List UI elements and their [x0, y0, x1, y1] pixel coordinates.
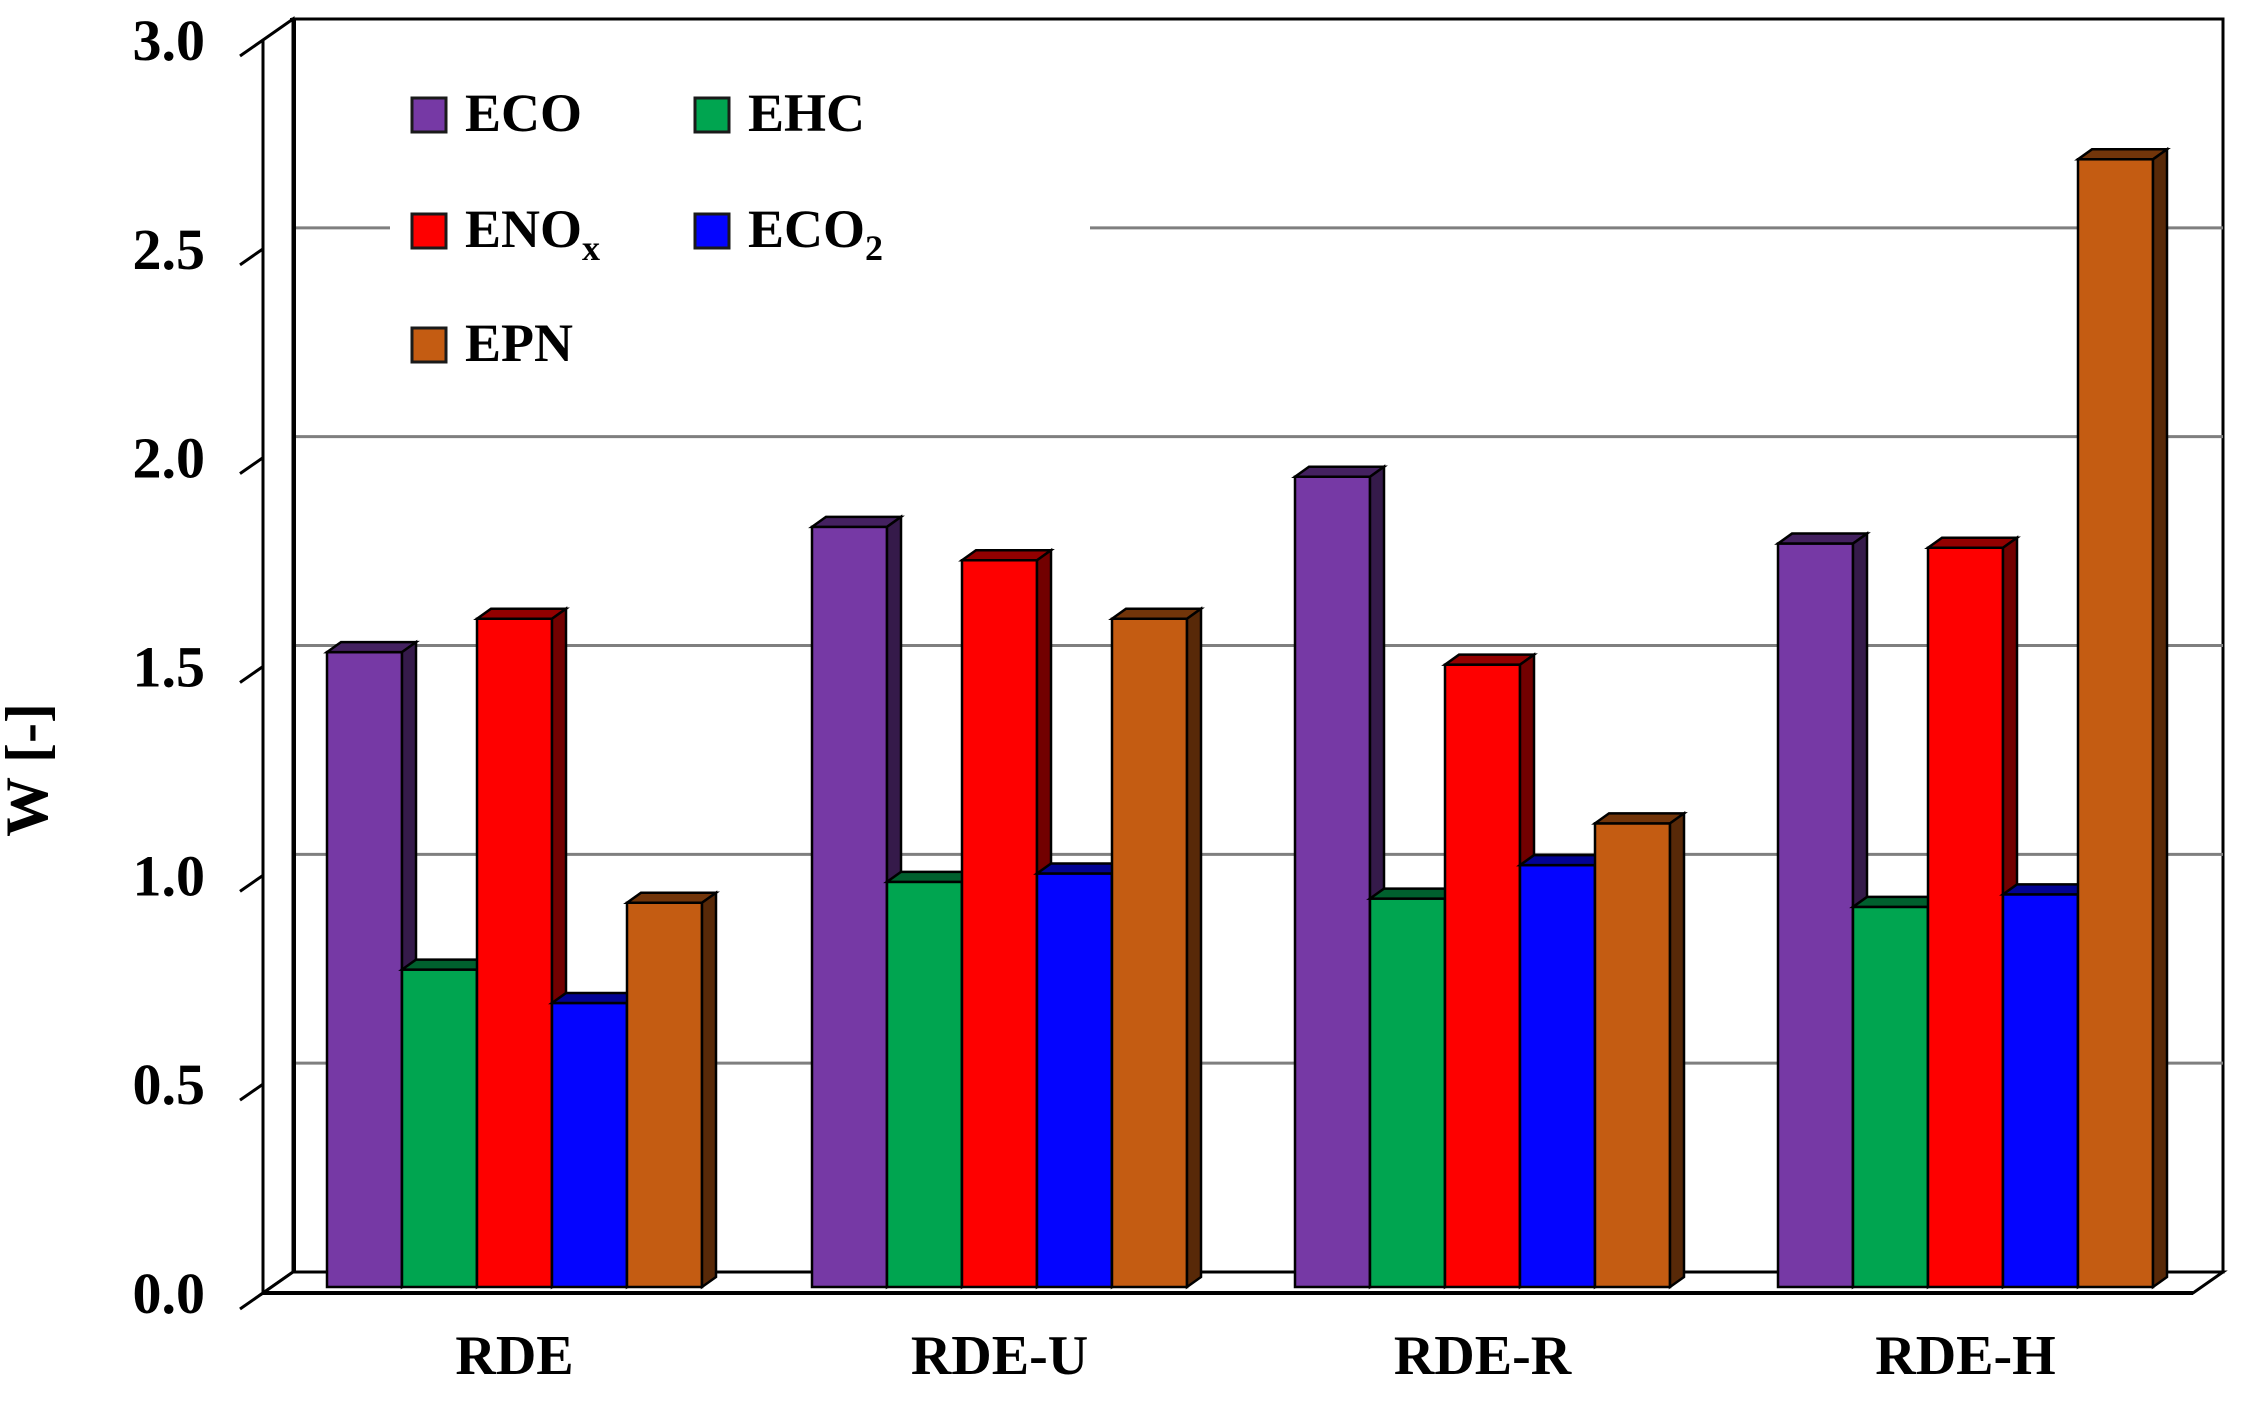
- y-tick-mark: [239, 1082, 264, 1102]
- legend-label-ENOx: ENOx: [465, 199, 600, 268]
- bar-RDE-H-EPN-side: [2151, 146, 2169, 1290]
- y-tick-label-1.0: 1.0: [133, 843, 206, 908]
- bar-RDE-U-ECO2: [1035, 872, 1114, 1289]
- y-tick-label-0.5: 0.5: [133, 1052, 206, 1117]
- legend-label-ECO: ECO: [465, 83, 582, 143]
- bar-RDE-R-ENOx: [1443, 663, 1522, 1289]
- bar-RDE-H-ENOx: [1926, 546, 2005, 1289]
- bar-RDE-ENOx: [475, 617, 554, 1289]
- legend-label-EPN: EPN: [465, 313, 573, 373]
- y-tick-label-3.0: 3.0: [133, 8, 206, 73]
- y-tick-label-2.5: 2.5: [133, 217, 206, 282]
- bar-RDE-R-EPN-side: [1668, 810, 1686, 1290]
- y-tick-mark: [239, 874, 264, 893]
- y-tick-label-1.5: 1.5: [133, 635, 206, 700]
- legend-swatch-ENOx: [410, 212, 448, 250]
- bar-RDE-EPN-side: [700, 890, 718, 1290]
- bar-RDE-R-ECO: [1293, 475, 1372, 1289]
- bar-RDE-ECO: [325, 650, 404, 1289]
- bar-RDE-U-EPN: [1110, 617, 1189, 1289]
- bar-RDE-H-ECO: [1776, 542, 1855, 1289]
- y-tick-mark: [239, 247, 264, 267]
- legend-label-ECO2: ECO2: [748, 199, 883, 268]
- bar-RDE-R-EHC: [1368, 897, 1447, 1289]
- y-tick-label-2.0: 2.0: [133, 426, 206, 491]
- bar-RDE-EPN: [625, 901, 704, 1289]
- y-tick-mark: [239, 665, 264, 684]
- legend-background: [390, 60, 1090, 390]
- y-tick-mark: [239, 38, 264, 58]
- legend-swatch-EHC: [693, 96, 731, 134]
- bar-RDE-R-ECO2: [1518, 863, 1597, 1289]
- legend-label-EHC: EHC: [748, 83, 865, 143]
- bar-RDE-U-ENOx: [960, 559, 1039, 1289]
- y-tick-label-0.0: 0.0: [133, 1261, 206, 1326]
- bar-RDE-U-ECO: [810, 525, 889, 1289]
- bar-RDE-U-EPN-side: [1185, 606, 1203, 1290]
- bar-RDE-EHC: [400, 968, 479, 1289]
- legend-swatch-EPN: [410, 326, 448, 364]
- x-category-label-RDE-H: RDE-H: [1875, 1325, 2055, 1387]
- x-category-label-RDE-R: RDE-R: [1394, 1325, 1572, 1387]
- bar-RDE-R-EPN: [1593, 822, 1672, 1289]
- legend-swatch-ECO2: [693, 212, 731, 250]
- legend-swatch-ECO: [410, 96, 448, 134]
- y-tick-mark: [239, 456, 264, 475]
- y-tick-mark: [239, 1291, 264, 1311]
- x-category-label-RDE-U: RDE-U: [911, 1325, 1088, 1387]
- x-category-label-RDE: RDE: [455, 1325, 573, 1387]
- bar-RDE-H-ECO2: [2001, 893, 2080, 1289]
- bar-RDE-ECO2: [550, 1001, 629, 1289]
- bar-RDE-H-EHC: [1851, 905, 1930, 1289]
- side-wall: [261, 16, 295, 1296]
- y-axis-title: W [-]: [0, 703, 60, 837]
- bar-RDE-H-EPN: [2076, 158, 2155, 1289]
- bar-RDE-U-EHC: [885, 880, 964, 1289]
